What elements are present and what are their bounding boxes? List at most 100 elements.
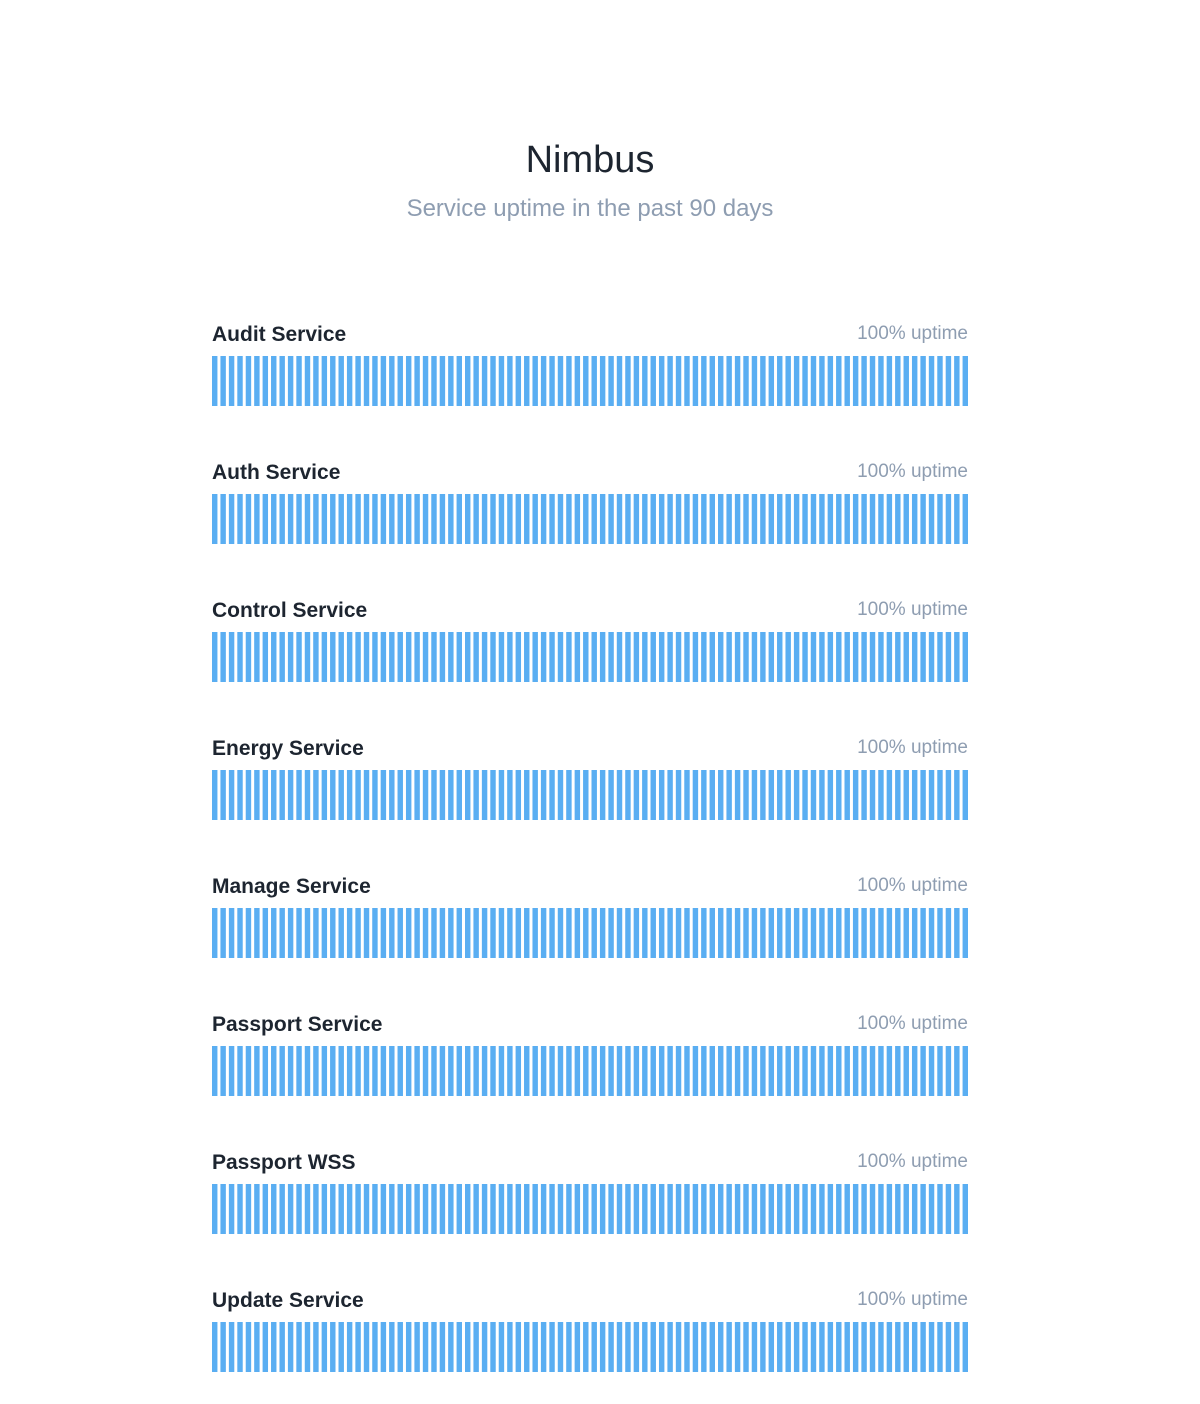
uptime-day-bar[interactable] — [591, 632, 597, 682]
uptime-day-bar[interactable] — [431, 1322, 437, 1372]
uptime-day-bar[interactable] — [363, 770, 370, 820]
uptime-day-bar[interactable] — [650, 1184, 656, 1234]
uptime-day-bar[interactable] — [827, 356, 834, 406]
uptime-day-bar[interactable] — [810, 494, 817, 544]
uptime-day-bar[interactable] — [591, 1046, 597, 1096]
uptime-day-bar[interactable] — [895, 1046, 901, 1096]
uptime-day-bar[interactable] — [760, 1322, 766, 1372]
uptime-day-bar[interactable] — [304, 632, 311, 682]
uptime-day-bar[interactable] — [237, 770, 243, 820]
uptime-day-bar[interactable] — [321, 1046, 328, 1096]
uptime-day-bar[interactable] — [709, 770, 715, 820]
uptime-day-bar[interactable] — [296, 494, 302, 544]
uptime-day-bar[interactable] — [254, 356, 260, 406]
uptime-day-bar[interactable] — [431, 494, 437, 544]
uptime-day-bar[interactable] — [574, 494, 581, 544]
uptime-day-bar[interactable] — [920, 770, 926, 820]
uptime-day-bar[interactable] — [515, 494, 522, 544]
uptime-day-bar[interactable] — [296, 356, 302, 406]
uptime-day-bar[interactable] — [431, 1046, 437, 1096]
uptime-day-bar[interactable] — [768, 356, 775, 406]
uptime-day-bar[interactable] — [220, 632, 226, 682]
uptime-day-bar[interactable] — [743, 1322, 749, 1372]
uptime-day-bar[interactable] — [321, 632, 328, 682]
uptime-day-bar[interactable] — [861, 356, 867, 406]
uptime-day-bar[interactable] — [903, 494, 909, 544]
uptime-day-bar[interactable] — [667, 1046, 673, 1096]
uptime-day-bar[interactable] — [945, 770, 952, 820]
uptime-day-bar[interactable] — [608, 494, 614, 544]
uptime-day-bar[interactable] — [372, 1322, 378, 1372]
uptime-day-bar[interactable] — [532, 1322, 538, 1372]
uptime-day-bar[interactable] — [810, 770, 817, 820]
uptime-day-bar[interactable] — [928, 770, 935, 820]
uptime-day-bar[interactable] — [389, 1322, 395, 1372]
uptime-day-bar[interactable] — [431, 770, 437, 820]
uptime-day-bar[interactable] — [667, 908, 673, 958]
uptime-day-bar[interactable] — [810, 1184, 817, 1234]
uptime-day-bar[interactable] — [397, 356, 403, 406]
uptime-day-bar[interactable] — [658, 908, 665, 958]
uptime-day-bar[interactable] — [465, 356, 471, 406]
uptime-day-bar[interactable] — [414, 494, 420, 544]
uptime-day-bar[interactable] — [903, 770, 909, 820]
uptime-day-bar[interactable] — [760, 494, 766, 544]
uptime-day-bar[interactable] — [928, 494, 935, 544]
uptime-day-bar[interactable] — [599, 356, 606, 406]
uptime-day-bar[interactable] — [583, 494, 589, 544]
uptime-day-bar[interactable] — [524, 770, 530, 820]
uptime-day-bar[interactable] — [819, 632, 825, 682]
uptime-day-bar[interactable] — [658, 770, 665, 820]
uptime-day-bar[interactable] — [532, 908, 538, 958]
uptime-day-bar[interactable] — [844, 770, 850, 820]
uptime-day-bar[interactable] — [625, 770, 631, 820]
uptime-day-bar[interactable] — [532, 632, 538, 682]
uptime-day-bar[interactable] — [439, 1184, 446, 1234]
uptime-day-bar[interactable] — [793, 908, 800, 958]
uptime-day-bar[interactable] — [372, 356, 378, 406]
uptime-day-bar[interactable] — [793, 1046, 800, 1096]
uptime-day-bar[interactable] — [675, 356, 682, 406]
uptime-day-bar[interactable] — [642, 632, 648, 682]
uptime-day-bar[interactable] — [667, 632, 673, 682]
uptime-day-bar[interactable] — [768, 908, 775, 958]
uptime-day-bar[interactable] — [507, 1046, 513, 1096]
uptime-day-bar[interactable] — [608, 632, 614, 682]
uptime-day-bar[interactable] — [658, 356, 665, 406]
uptime-day-bar[interactable] — [869, 494, 876, 544]
uptime-day-bar[interactable] — [878, 1184, 884, 1234]
uptime-day-bar[interactable] — [583, 1184, 589, 1234]
uptime-day-bar[interactable] — [338, 770, 344, 820]
uptime-day-bar[interactable] — [245, 632, 252, 682]
uptime-day-bar[interactable] — [777, 632, 783, 682]
uptime-day-bar[interactable] — [422, 1322, 429, 1372]
uptime-day-bar[interactable] — [684, 1046, 690, 1096]
uptime-day-bar[interactable] — [844, 908, 850, 958]
uptime-day-bar[interactable] — [372, 632, 378, 682]
uptime-day-bar[interactable] — [220, 1184, 226, 1234]
uptime-day-bar[interactable] — [777, 770, 783, 820]
uptime-day-bar[interactable] — [532, 770, 538, 820]
uptime-day-bar[interactable] — [448, 1046, 454, 1096]
uptime-day-bar[interactable] — [667, 770, 673, 820]
uptime-day-bar[interactable] — [557, 1322, 564, 1372]
uptime-day-bar[interactable] — [431, 908, 437, 958]
uptime-day-bar[interactable] — [760, 356, 766, 406]
uptime-day-bar[interactable] — [330, 1046, 336, 1096]
uptime-day-bar[interactable] — [692, 1322, 699, 1372]
uptime-day-bar[interactable] — [287, 1322, 294, 1372]
uptime-day-bar[interactable] — [515, 908, 522, 958]
uptime-day-bar[interactable] — [465, 632, 471, 682]
uptime-day-bar[interactable] — [954, 356, 960, 406]
uptime-day-bar[interactable] — [228, 494, 235, 544]
uptime-day-bar[interactable] — [380, 356, 387, 406]
uptime-day-bar[interactable] — [313, 632, 319, 682]
uptime-day-bar[interactable] — [540, 494, 547, 544]
uptime-day-bar[interactable] — [431, 1184, 437, 1234]
uptime-day-bar[interactable] — [802, 1184, 808, 1234]
uptime-day-bar[interactable] — [937, 494, 943, 544]
uptime-day-bar[interactable] — [346, 632, 353, 682]
uptime-day-bar[interactable] — [524, 908, 530, 958]
uptime-day-bar[interactable] — [574, 1184, 581, 1234]
uptime-day-bar[interactable] — [405, 1184, 412, 1234]
